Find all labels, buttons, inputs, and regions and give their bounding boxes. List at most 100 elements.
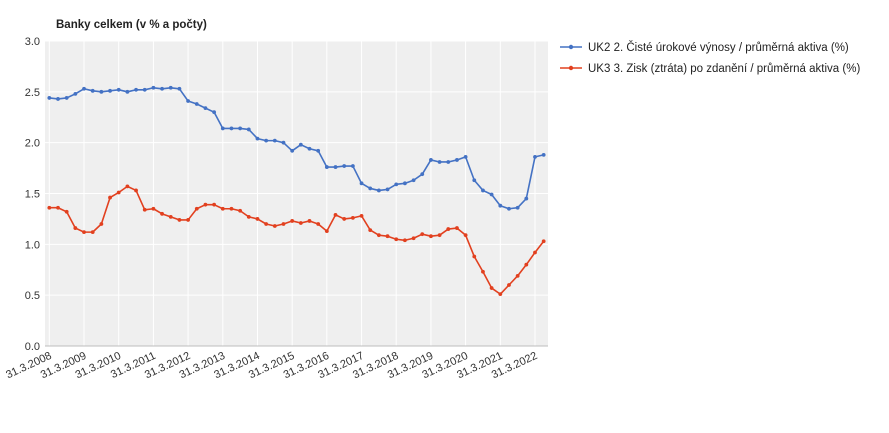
data-point-s1 (515, 205, 520, 210)
data-point-s1 (498, 203, 503, 208)
data-point-s2 (64, 209, 69, 214)
data-point-s1 (350, 164, 355, 168)
data-point-s2 (455, 226, 459, 230)
legend-label: UK2 2. Čisté úrokové výnosy / průměrná a… (588, 41, 849, 54)
data-point-s1 (489, 192, 494, 197)
data-point-s2 (290, 219, 295, 223)
data-point-s1 (99, 89, 104, 94)
data-point-s1 (472, 178, 477, 183)
data-point-s1 (481, 188, 485, 193)
data-point-s1 (368, 186, 373, 191)
data-point-s1 (47, 96, 52, 100)
data-point-s1 (264, 138, 269, 143)
data-point-s2 (142, 207, 147, 212)
data-point-s1 (168, 85, 173, 90)
data-point-s2 (160, 211, 164, 216)
data-point-s2 (541, 239, 546, 244)
data-point-s1 (359, 181, 364, 186)
data-point-s2 (376, 233, 381, 238)
data-point-s1 (403, 181, 407, 186)
data-point-s2 (238, 208, 243, 213)
data-point-s1 (541, 152, 546, 157)
data-point-s2 (437, 233, 442, 238)
data-point-s2 (281, 222, 286, 226)
data-point-s1 (385, 187, 390, 192)
data-point-s2 (203, 202, 208, 207)
data-point-s1 (177, 86, 182, 91)
data-point-s1 (186, 99, 190, 103)
data-point-s2 (99, 222, 104, 226)
data-point-s2 (498, 292, 503, 297)
data-point-s1 (272, 138, 277, 143)
data-point-s1 (134, 87, 138, 92)
data-point-s1 (82, 86, 86, 91)
data-point-s2 (246, 214, 251, 219)
data-point-s2 (47, 205, 52, 210)
y-tick-label: 2.0 (25, 138, 40, 150)
data-point-s2 (90, 230, 95, 235)
data-point-s2 (116, 190, 121, 195)
data-point-s2 (342, 217, 347, 221)
data-point-s2 (177, 218, 182, 222)
data-point-s2 (394, 237, 399, 242)
data-point-s2 (56, 205, 60, 210)
y-tick-label: 0.5 (25, 290, 40, 302)
data-point-s2 (333, 212, 338, 217)
data-point-s1 (324, 165, 329, 169)
data-point-s2 (73, 226, 78, 230)
data-point-s1 (220, 126, 225, 131)
data-point-s1 (290, 148, 295, 153)
data-point-s2 (385, 234, 390, 239)
data-point-s1 (203, 106, 208, 110)
data-point-s1 (411, 178, 416, 183)
data-point-s1 (316, 148, 321, 153)
data-point-s2 (472, 254, 477, 259)
legend: UK2 2. Čisté úrokové výnosy / průměrná a… (560, 41, 860, 75)
data-point-s2 (272, 224, 277, 228)
data-point-s2 (524, 262, 529, 267)
data-point-s1 (56, 97, 60, 101)
data-point-s1 (437, 160, 442, 164)
data-point-s2 (324, 229, 329, 234)
data-point-s1 (160, 86, 164, 91)
data-point-s2 (411, 236, 416, 241)
data-point-s2 (368, 228, 373, 233)
data-point-s2 (264, 222, 269, 226)
data-point-s2 (481, 269, 485, 274)
data-point-s2 (307, 219, 312, 223)
data-point-s1 (116, 87, 121, 92)
data-point-s2 (533, 250, 537, 255)
series-line-2 (49, 185, 545, 295)
data-point-s2 (350, 216, 355, 220)
data-point-s1 (246, 127, 251, 132)
data-point-s1 (229, 126, 234, 131)
data-point-s1 (376, 188, 381, 193)
data-point-s1 (420, 172, 425, 177)
data-point-s2 (125, 184, 130, 189)
data-point-s1 (455, 158, 459, 162)
chart-title: Banky celkem (v % a počty) (56, 19, 207, 31)
legend-swatch-marker (568, 65, 574, 71)
data-point-s2 (446, 227, 451, 231)
data-point-s1 (463, 155, 468, 159)
data-point-s2 (489, 286, 494, 290)
y-tick-label: 1.5 (25, 189, 40, 201)
data-point-s1 (394, 182, 399, 187)
data-point-s1 (342, 164, 347, 168)
data-point-s2 (507, 283, 511, 287)
data-point-s1 (429, 158, 433, 162)
data-point-s2 (403, 238, 407, 243)
data-point-s2 (515, 273, 520, 278)
data-point-s2 (134, 188, 138, 193)
legend-label: UK3 3. Zisk (ztráta) po zdanění / průměr… (588, 63, 860, 75)
y-tick-label: 3.0 (25, 36, 40, 48)
data-point-s2 (420, 232, 425, 237)
data-point-s1 (255, 136, 260, 141)
data-point-s2 (151, 206, 156, 211)
data-point-s2 (82, 230, 86, 235)
data-point-s1 (533, 155, 537, 159)
series-line-1 (49, 86, 544, 210)
legend-swatch-marker (568, 44, 574, 50)
